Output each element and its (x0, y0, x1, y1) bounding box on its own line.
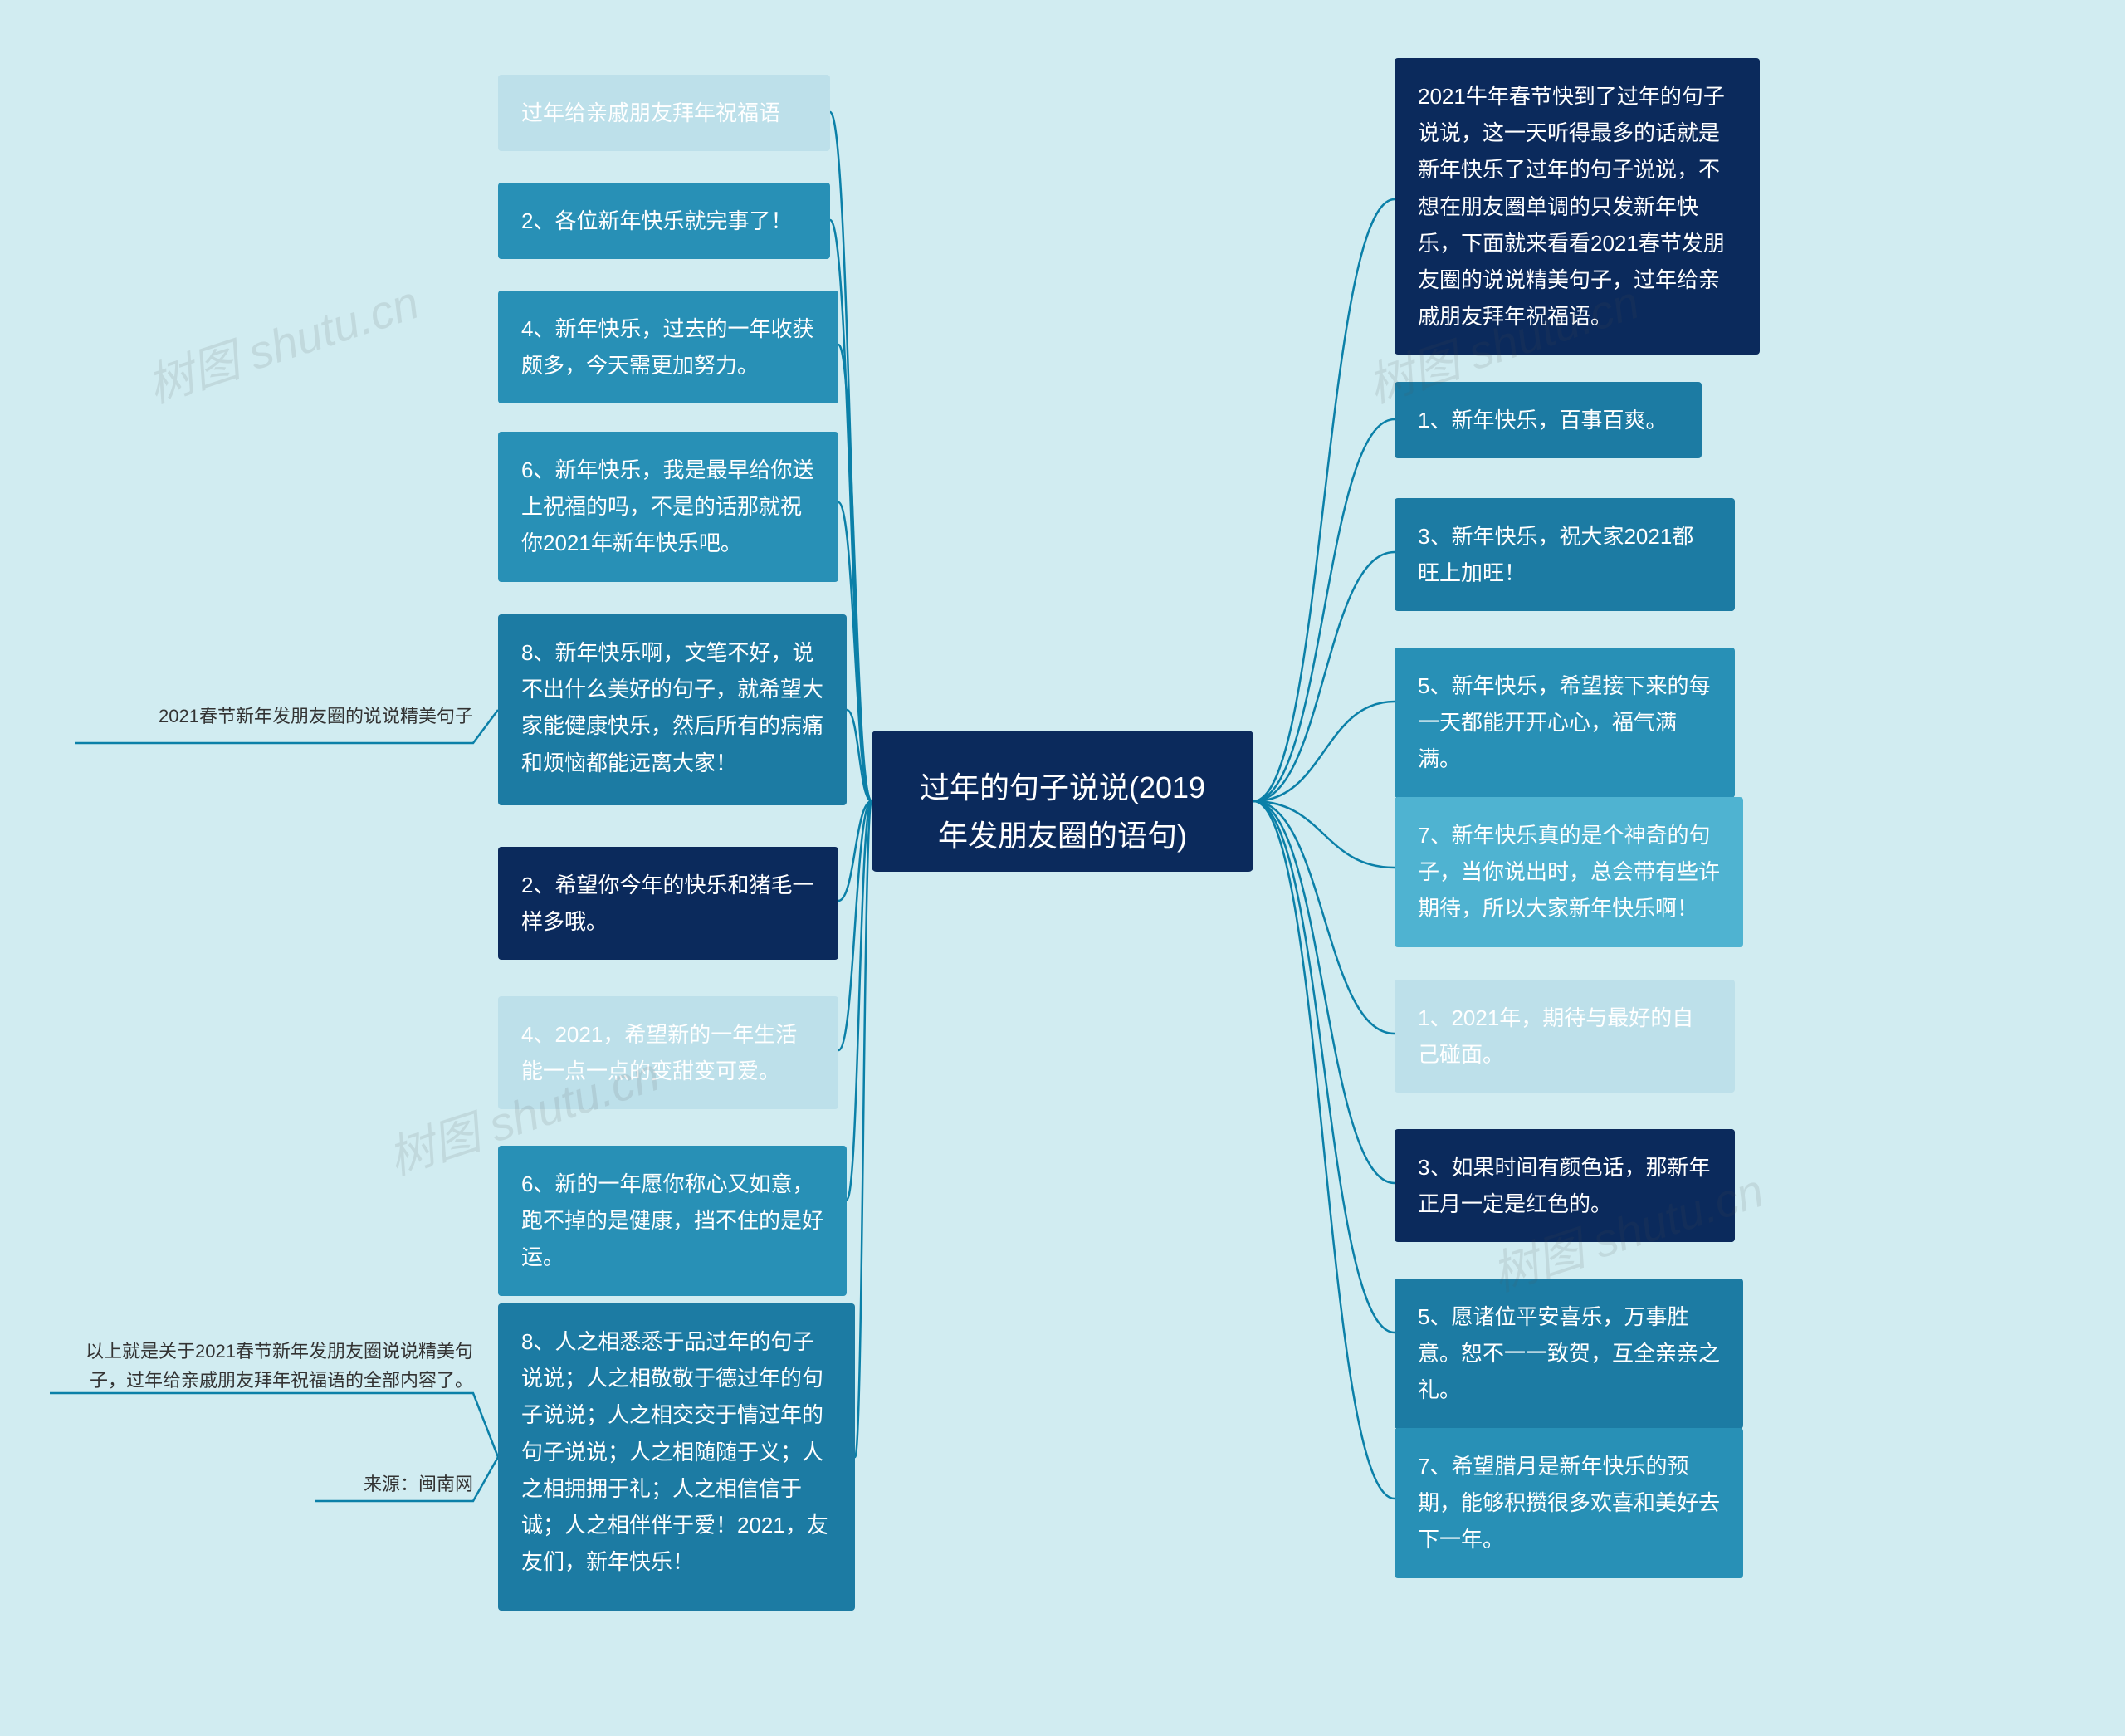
sub-label-0: 以上就是关于2021春节新年发朋友圈说说精美句子，过年给亲戚朋友拜年祝福语的全部… (50, 1337, 473, 1395)
sub-label: 2021春节新年发朋友圈的说说精美句子 (75, 702, 473, 731)
right-node-1: 1、新年快乐，百事百爽。 (1395, 382, 1702, 458)
right-node-0: 2021牛年春节快到了过年的句子说说，这一天听得最多的话就是新年快乐了过年的句子… (1395, 58, 1760, 355)
left-node-0: 过年给亲戚朋友拜年祝福语 (498, 75, 830, 151)
left-node-6: 4、2021，希望新的一年生活能一点一点的变甜变可爱。 (498, 996, 838, 1109)
right-node-3: 5、新年快乐，希望接下来的每一天都能开开心心，福气满满。 (1395, 648, 1735, 798)
right-node-6: 3、如果时间有颜色话，那新年正月一定是红色的。 (1395, 1129, 1735, 1242)
left-node-5: 2、希望你今年的快乐和猪毛一样多哦。 (498, 847, 838, 960)
right-node-8: 7、希望腊月是新年快乐的预期，能够积攒很多欢喜和美好去下一年。 (1395, 1428, 1743, 1578)
left-node-7: 6、新的一年愿你称心又如意，跑不掉的是健康，挡不住的是好运。 (498, 1146, 847, 1296)
right-node-4: 7、新年快乐真的是个神奇的句子，当你说出时，总会带有些许期待，所以大家新年快乐啊… (1395, 797, 1743, 947)
right-node-5: 1、2021年，期待与最好的自己碰面。 (1395, 980, 1735, 1093)
right-node-7: 5、愿诸位平安喜乐，万事胜意。恕不一一致贺，互全亲亲之礼。 (1395, 1279, 1743, 1429)
right-node-2: 3、新年快乐，祝大家2021都旺上加旺！ (1395, 498, 1735, 611)
sub-label-1: 来源：闽南网 (315, 1469, 473, 1499)
left-node-2: 4、新年快乐，过去的一年收获颇多，今天需更加努力。 (498, 291, 838, 403)
left-node-3: 6、新年快乐，我是最早给你送上祝福的吗，不是的话那就祝你2021年新年快乐吧。 (498, 432, 838, 582)
left-node-1: 2、各位新年快乐就完事了！ (498, 183, 830, 259)
center-node: 过年的句子说说(2019年发朋友圈的语句) (872, 731, 1253, 872)
left-node-4: 8、新年快乐啊，文笔不好，说不出什么美好的句子，就希望大家能健康快乐，然后所有的… (498, 614, 847, 805)
left-node-8: 8、人之相悉悉于品过年的句子说说；人之相敬敬于德过年的句子说说；人之相交交于情过… (498, 1303, 855, 1611)
watermark-0: 树图 shutu.cn (138, 266, 427, 417)
